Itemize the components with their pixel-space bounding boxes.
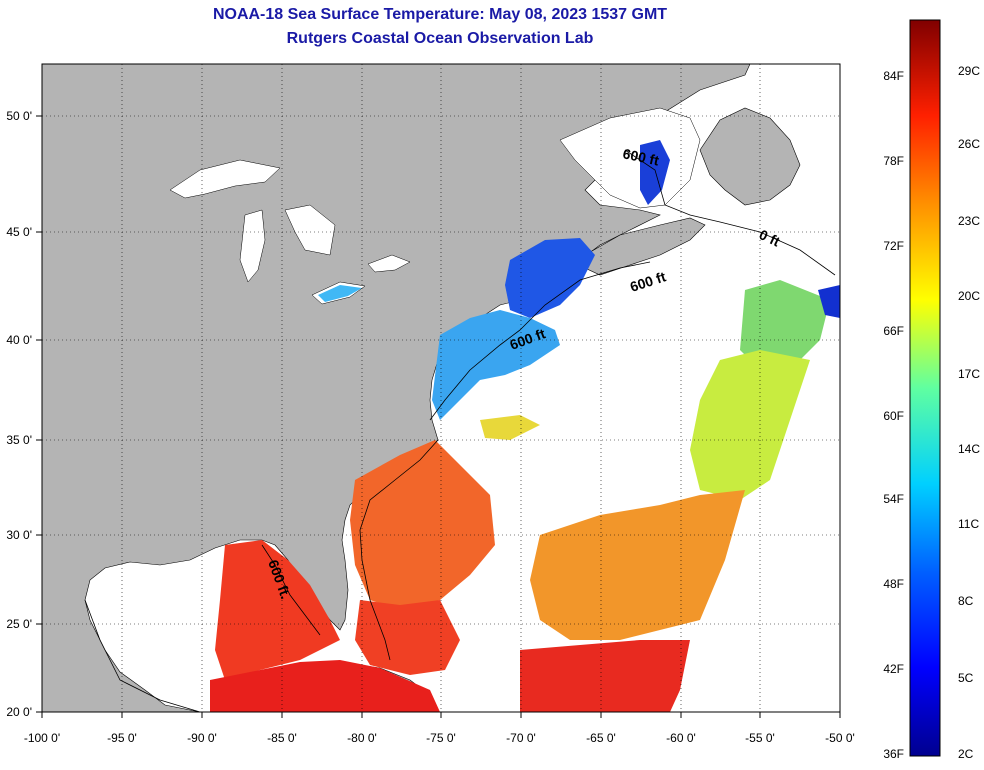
lat-tick-label: 40 0' — [6, 333, 32, 347]
lon-tick-label: -60 0' — [666, 731, 696, 745]
lon-tick-label: -85 0' — [267, 731, 297, 745]
great-lake-ontario — [367, 254, 411, 273]
gulf-st-lawrence — [559, 107, 701, 209]
colorbar-f-label: 48F — [883, 577, 904, 591]
colorbar-fahrenheit-labels: 84F 78F 72F 66F 60F 54F 48F 42F 36F — [883, 69, 904, 761]
colorbar-c-label: 2C — [958, 747, 974, 761]
colorbar-c-label: 20C — [958, 289, 980, 303]
sst-patch-bahamas — [355, 600, 460, 675]
lat-tick-label: 50 0' — [6, 109, 32, 123]
sst-patch-caribbean — [210, 660, 440, 712]
colorbar-c-label: 23C — [958, 214, 980, 228]
lon-tick-label: -80 0' — [347, 731, 377, 745]
sst-patch-labrador-sea — [818, 285, 840, 318]
colorbar-c-label: 5C — [958, 671, 974, 685]
colorbar-c-label: 8C — [958, 594, 974, 608]
colorbar-f-label: 42F — [883, 662, 904, 676]
map-title: NOAA-18 Sea Surface Temperature: May 08,… — [212, 6, 668, 23]
sst-patch-gulf-stream — [350, 440, 495, 610]
sst-patch-mid-atlantic — [432, 310, 560, 420]
colorbar-f-label: 54F — [883, 492, 904, 506]
sst-patch-subtropical-band — [530, 490, 745, 640]
lat-tick-label: 25 0' — [6, 617, 32, 631]
colorbar-f-label: 60F — [883, 409, 904, 423]
colorbar-f-label: 36F — [883, 747, 904, 761]
lon-tick-label: -65 0' — [586, 731, 616, 745]
contour-label-st-lawrence: 600 ft — [621, 145, 660, 168]
colorbar-f-label: 78F — [883, 154, 904, 168]
sst-patch-gulf-of-mexico — [215, 540, 340, 680]
great-lake-superior — [169, 159, 281, 199]
lat-tick-label: 45 0' — [6, 225, 32, 239]
sst-patch-offshore-mid — [690, 350, 810, 500]
lon-tick-label: -70 0' — [506, 731, 536, 745]
colorbar-c-label: 17C — [958, 367, 980, 381]
lon-tick-label: -50 0' — [825, 731, 855, 745]
lat-tick-label: 35 0' — [6, 433, 32, 447]
longitude-axis: -100 0' -95 0' -90 0' -85 0' -80 0' -75 0' -70… — [24, 712, 855, 745]
lon-tick-label: -75 0' — [426, 731, 456, 745]
latitude-axis: 20 0' 25 0' 30 0' 35 0' 40 0' 45 0' 50 0' — [6, 109, 42, 719]
lon-tick-label: -95 0' — [107, 731, 137, 745]
sst-patch-shelf-yellow — [480, 415, 540, 440]
landmass-newfoundland — [699, 107, 801, 206]
colorbar-f-label: 84F — [883, 69, 904, 83]
colorbar-c-label: 11C — [958, 517, 979, 531]
lon-tick-label: -55 0' — [745, 731, 775, 745]
lat-tick-label: 30 0' — [6, 528, 32, 542]
colorbar-f-label: 66F — [883, 324, 904, 338]
colorbar — [909, 19, 941, 757]
colorbar-celsius-labels: 29C 26C 23C 20C 17C 14C 11C 8C 5C 2C — [958, 64, 980, 761]
sst-patch-lake-erie — [318, 285, 362, 302]
map-subtitle: Rutgers Coastal Ocean Observation Lab — [286, 30, 594, 47]
sst-patch-south-atlantic — [520, 640, 690, 712]
great-lake-michigan — [239, 209, 266, 283]
colorbar-f-label: 72F — [883, 239, 904, 253]
colorbar-c-label: 29C — [958, 64, 980, 78]
colorbar-c-label: 26C — [958, 137, 980, 151]
sst-patch-offshore-north — [740, 280, 830, 370]
lon-tick-label: -90 0' — [187, 731, 217, 745]
isobath-600ft — [84, 149, 836, 712]
colorbar-c-label: 14C — [958, 442, 980, 456]
sst-patch-st-lawrence — [640, 140, 670, 205]
lat-tick-label: 20 0' — [6, 705, 32, 719]
lon-tick-label: -100 0' — [24, 731, 60, 745]
sst-patch-gulf-of-maine — [505, 238, 595, 318]
